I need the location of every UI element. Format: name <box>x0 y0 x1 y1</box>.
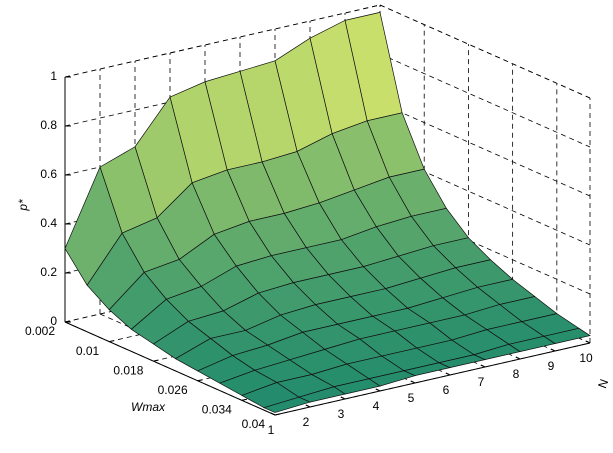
y-tick-label: 0.01 <box>76 344 100 358</box>
y-tick <box>109 340 115 343</box>
x-tick-label: 7 <box>478 375 485 389</box>
y-tick <box>197 379 203 382</box>
x-tick <box>585 340 591 344</box>
y-tick-label: 0.002 <box>25 324 55 338</box>
y-tick <box>64 320 71 323</box>
x-tick-label: 6 <box>443 383 450 397</box>
y-tick-label: 0.026 <box>158 383 188 397</box>
x-tick-label: 5 <box>408 391 415 405</box>
x-axis <box>274 342 591 416</box>
z-tick-label: 1 <box>50 69 57 83</box>
x-tick <box>550 348 556 352</box>
surface-patch <box>262 396 312 413</box>
grid-line <box>379 53 591 148</box>
z-tick-label: 0.8 <box>40 118 57 132</box>
z-tick-label: 0.2 <box>40 265 57 279</box>
x-tick-label: 8 <box>513 367 520 381</box>
y-tick-label: 0.034 <box>202 402 232 416</box>
z-axis-label: p* <box>16 199 30 212</box>
x-tick-label: 2 <box>303 415 310 429</box>
y-tick-label: 0.04 <box>242 417 266 431</box>
y-axis <box>64 321 276 416</box>
x-tick <box>410 380 416 384</box>
z-tick-label: 0 <box>50 314 57 328</box>
y-tick <box>241 398 247 401</box>
x-tick-label: 3 <box>338 407 345 421</box>
x-tick <box>305 404 311 408</box>
y-tick-label: 0.018 <box>113 363 143 377</box>
grid-line <box>379 102 591 197</box>
x-tick <box>270 412 276 416</box>
x-tick <box>340 396 346 400</box>
x-axis-label: N <box>595 377 611 390</box>
z-tick-label: 0.6 <box>40 167 57 181</box>
y-axis-label: Wmax <box>131 400 166 414</box>
z-tick-label: 0.4 <box>40 216 57 230</box>
x-tick-label: 9 <box>548 359 555 373</box>
y-tick <box>153 359 159 362</box>
x-tick <box>515 356 521 360</box>
x-tick <box>375 388 381 392</box>
x-tick <box>445 372 451 376</box>
x-tick-label: 10 <box>579 351 593 365</box>
x-tick-label: 4 <box>373 399 380 413</box>
x-tick-label: 1 <box>268 423 275 437</box>
box-edge <box>379 4 591 99</box>
y-tick <box>274 413 281 416</box>
x-tick <box>480 364 486 368</box>
